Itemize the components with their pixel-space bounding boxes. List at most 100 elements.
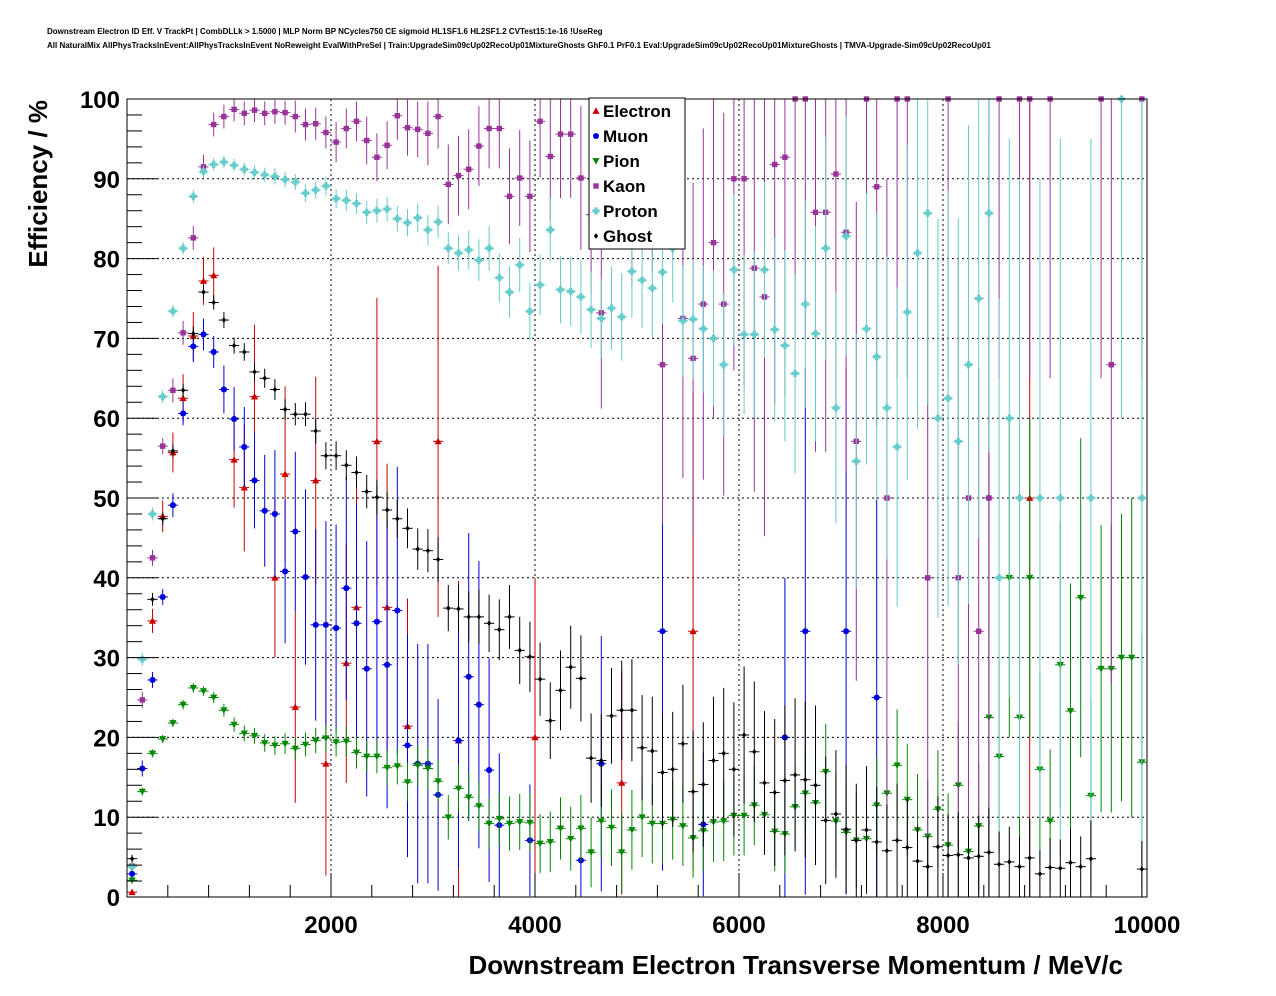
muon-point — [331, 524, 342, 732]
kaon-point — [575, 106, 586, 250]
pion-point — [310, 727, 321, 754]
ghost-point — [157, 512, 168, 526]
ghost-marker — [619, 707, 624, 714]
kaon-marker — [415, 126, 421, 133]
pion-point — [280, 733, 291, 755]
proton-marker — [791, 369, 799, 378]
muon-marker — [159, 593, 166, 601]
muon-marker — [404, 742, 411, 749]
pion-point — [514, 794, 525, 850]
pion-marker — [434, 778, 442, 785]
pion-point — [290, 737, 301, 760]
proton-marker — [261, 171, 269, 179]
electron-point — [290, 611, 301, 803]
ghost-point — [769, 719, 780, 866]
proton-point — [892, 287, 903, 607]
pion-marker — [383, 764, 391, 772]
kaon-marker — [211, 121, 217, 128]
ghost-marker — [803, 776, 808, 783]
electron-point — [208, 247, 219, 304]
proton-marker — [281, 175, 289, 184]
electron-marker — [210, 271, 218, 279]
proton-marker — [811, 330, 820, 338]
proton-point — [1055, 138, 1066, 858]
ghost-point — [1014, 836, 1025, 897]
proton-point — [555, 256, 566, 324]
pion-marker — [444, 814, 452, 821]
x-tick-label: 8000 — [916, 912, 969, 939]
proton-point — [351, 193, 362, 214]
proton-marker — [883, 404, 891, 412]
ghost-marker — [762, 780, 767, 786]
kaon-marker — [394, 113, 400, 119]
pion-marker — [1128, 654, 1136, 662]
proton-point — [290, 174, 301, 190]
pion-point — [545, 811, 556, 873]
pion-marker — [577, 825, 585, 832]
muon-marker — [394, 607, 401, 614]
pion-point — [1126, 498, 1137, 818]
proton-point — [229, 158, 240, 172]
proton-marker — [842, 232, 850, 240]
electron-marker — [199, 277, 208, 284]
ghost-marker — [639, 744, 645, 751]
kaon-point — [249, 99, 260, 123]
proton-marker — [210, 160, 218, 169]
legend-marker-proton — [592, 207, 600, 215]
proton-marker — [975, 294, 983, 303]
pion-marker — [261, 740, 269, 747]
proton-point — [494, 253, 505, 302]
proton-marker — [332, 195, 340, 203]
proton-marker — [750, 330, 758, 339]
kaon-point — [433, 99, 444, 149]
muon-marker — [302, 573, 309, 581]
kaon-point — [351, 101, 362, 142]
ghost-point — [412, 528, 423, 570]
pion-marker — [505, 820, 514, 828]
ghost-marker — [425, 547, 431, 554]
pion-marker — [567, 835, 575, 843]
kaon-marker — [445, 181, 451, 188]
proton-point — [1116, 95, 1127, 419]
ghost-point — [861, 766, 872, 894]
kaon-marker — [425, 130, 431, 137]
ghost-point — [739, 666, 750, 804]
ghost-point — [208, 295, 219, 310]
proton-marker — [526, 307, 534, 315]
proton-marker — [832, 404, 840, 412]
proton-point — [841, 116, 852, 356]
kaon-point — [514, 130, 525, 226]
pion-marker — [475, 803, 483, 810]
ghost-point — [259, 368, 270, 388]
ghost-point — [453, 584, 464, 633]
proton-point — [718, 292, 729, 437]
proton-point — [994, 298, 1005, 858]
ghost-point — [1045, 837, 1056, 897]
proton-point — [810, 225, 821, 442]
kaon-point — [157, 438, 168, 455]
kaon-point — [331, 122, 342, 163]
kaon-point — [484, 99, 495, 169]
ghost-marker — [293, 411, 298, 418]
legend: Electron Muon Pion Kaon Proton Ghost — [588, 97, 686, 250]
proton-marker — [383, 205, 391, 213]
ghost-marker — [252, 369, 257, 375]
kaon-point — [1096, 96, 1107, 379]
kaon-marker — [180, 330, 186, 336]
ghost-marker — [915, 858, 920, 864]
proton-point — [167, 304, 178, 318]
proton-marker — [740, 330, 748, 339]
legend-marker-ghost — [593, 233, 599, 239]
kaon-point — [310, 107, 321, 140]
muon-point — [167, 493, 178, 518]
kaon-marker — [292, 113, 298, 120]
proton-marker — [393, 215, 401, 223]
kaon-point — [453, 135, 464, 216]
proton-marker — [893, 443, 901, 451]
kaon-point — [167, 378, 178, 403]
ghost-point — [647, 696, 658, 806]
proton-point — [820, 136, 831, 360]
proton-point — [453, 235, 464, 271]
ghost-marker — [701, 781, 706, 788]
muon-point — [127, 869, 138, 878]
